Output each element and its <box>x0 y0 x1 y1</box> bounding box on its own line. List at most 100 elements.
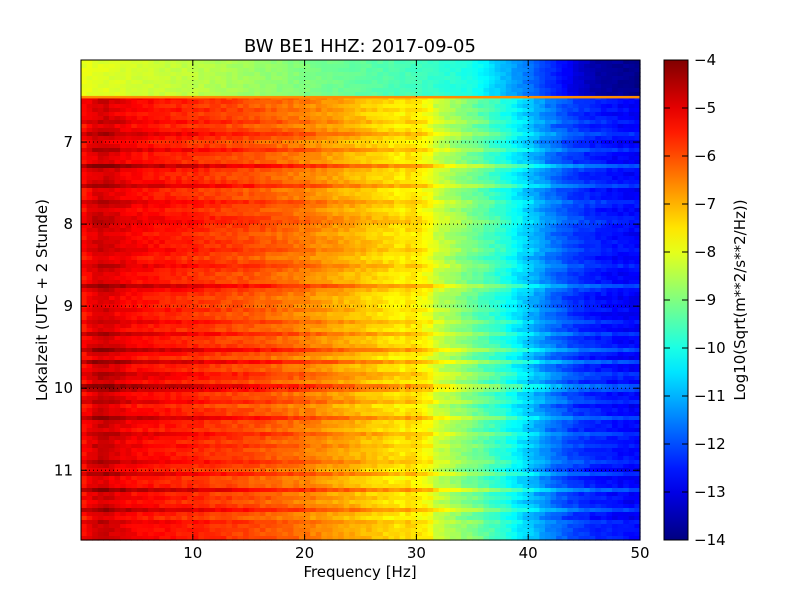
heatmap-cell <box>438 188 445 193</box>
heatmap-cell <box>489 160 496 165</box>
heatmap-cell <box>539 180 546 185</box>
heatmap-cell <box>114 204 121 209</box>
heatmap-cell <box>539 244 546 249</box>
heatmap-cell <box>198 120 205 125</box>
heatmap-cell <box>572 148 580 153</box>
heatmap-cell <box>142 172 149 177</box>
heatmap-cell <box>103 224 110 229</box>
heatmap-cell <box>326 100 334 105</box>
heatmap-cell <box>556 228 563 233</box>
heatmap-cell <box>399 220 406 225</box>
heatmap-cell <box>293 228 300 233</box>
heatmap-cell <box>131 116 138 121</box>
heatmap-cell <box>366 188 373 193</box>
heatmap-cell <box>528 220 535 225</box>
heatmap-cell <box>444 144 451 149</box>
heatmap-cell <box>505 156 513 161</box>
heatmap-cell <box>231 108 239 113</box>
heatmap-cell <box>366 136 373 141</box>
heatmap-cell <box>293 92 300 97</box>
heatmap-cell <box>371 212 378 217</box>
heatmap-cell <box>231 76 239 81</box>
heatmap-cell <box>449 160 457 165</box>
heatmap-cell <box>97 180 104 185</box>
heatmap-cell <box>567 208 574 213</box>
heatmap-cell <box>382 180 390 185</box>
heatmap-cell <box>421 256 429 261</box>
heatmap-cell <box>421 196 429 201</box>
heatmap-cell <box>617 76 624 81</box>
heatmap-cell <box>349 112 356 117</box>
heatmap-cell <box>148 116 155 121</box>
heatmap-cell <box>181 252 188 257</box>
heatmap-cell <box>237 204 244 209</box>
heatmap-cell <box>371 148 378 153</box>
heatmap-cell <box>578 152 585 157</box>
heatmap-cell <box>92 216 99 221</box>
heatmap-cell <box>517 188 524 193</box>
heatmap-cell <box>92 240 99 245</box>
heatmap-cell <box>176 188 183 193</box>
heatmap-cell <box>522 160 529 165</box>
heatmap-cell <box>326 168 334 173</box>
heatmap-cell <box>612 124 619 129</box>
heatmap-cell <box>578 248 585 253</box>
heatmap-cell <box>265 104 272 109</box>
heatmap-cell <box>159 76 166 81</box>
heatmap-cell <box>500 84 507 89</box>
heatmap-cell <box>159 180 166 185</box>
heatmap-cell <box>589 220 596 225</box>
heatmap-cell <box>203 148 211 153</box>
heatmap-cell <box>433 204 440 209</box>
heatmap-cell <box>617 208 624 213</box>
heatmap-cell <box>589 228 596 233</box>
heatmap-cell <box>623 232 630 237</box>
heatmap-cell <box>259 152 267 157</box>
heatmap-cell <box>86 84 93 89</box>
heatmap-cell <box>382 128 390 133</box>
heatmap-cell <box>338 64 345 69</box>
heatmap-cell <box>265 100 272 105</box>
heatmap-cell <box>248 164 255 169</box>
heatmap-cell <box>606 92 613 97</box>
heatmap-cell <box>382 108 390 113</box>
heatmap-cell <box>511 124 518 129</box>
heatmap-cell <box>382 148 390 153</box>
heatmap-cell <box>360 172 367 177</box>
heatmap-cell <box>472 168 479 173</box>
heatmap-cell <box>209 144 216 149</box>
heatmap-cell <box>494 168 501 173</box>
heatmap-cell <box>567 212 574 217</box>
heatmap-cell <box>220 64 227 69</box>
heatmap-cell <box>438 104 445 109</box>
heatmap-cell <box>371 192 378 197</box>
heatmap-cell <box>326 244 334 249</box>
heatmap-cell <box>539 116 546 121</box>
heatmap-cell <box>282 216 289 221</box>
heatmap-cell <box>528 204 535 209</box>
heatmap-cell <box>433 152 440 157</box>
heatmap-cell <box>517 228 524 233</box>
heatmap-cell <box>377 132 384 137</box>
heatmap-cell <box>382 80 390 85</box>
heatmap-cell <box>343 256 350 261</box>
heatmap-cell <box>215 72 222 77</box>
heatmap-cell <box>343 92 350 97</box>
heatmap-cell <box>349 256 356 261</box>
heatmap-cell <box>176 220 183 225</box>
heatmap-cell <box>494 172 501 177</box>
heatmap-cell <box>192 132 199 137</box>
heatmap-cell <box>623 240 630 245</box>
heatmap-cell <box>243 224 250 229</box>
heatmap-cell <box>86 100 93 105</box>
heatmap-cell <box>360 204 367 209</box>
heatmap-cell <box>276 160 283 165</box>
heatmap-cell <box>86 248 93 253</box>
heatmap-cell <box>231 228 239 233</box>
heatmap-cell <box>623 200 630 205</box>
heatmap-cell <box>589 148 596 153</box>
heatmap-cell <box>544 220 552 225</box>
heatmap-cell <box>114 168 121 173</box>
heatmap-cell <box>231 100 239 105</box>
heatmap-cell <box>528 80 535 85</box>
